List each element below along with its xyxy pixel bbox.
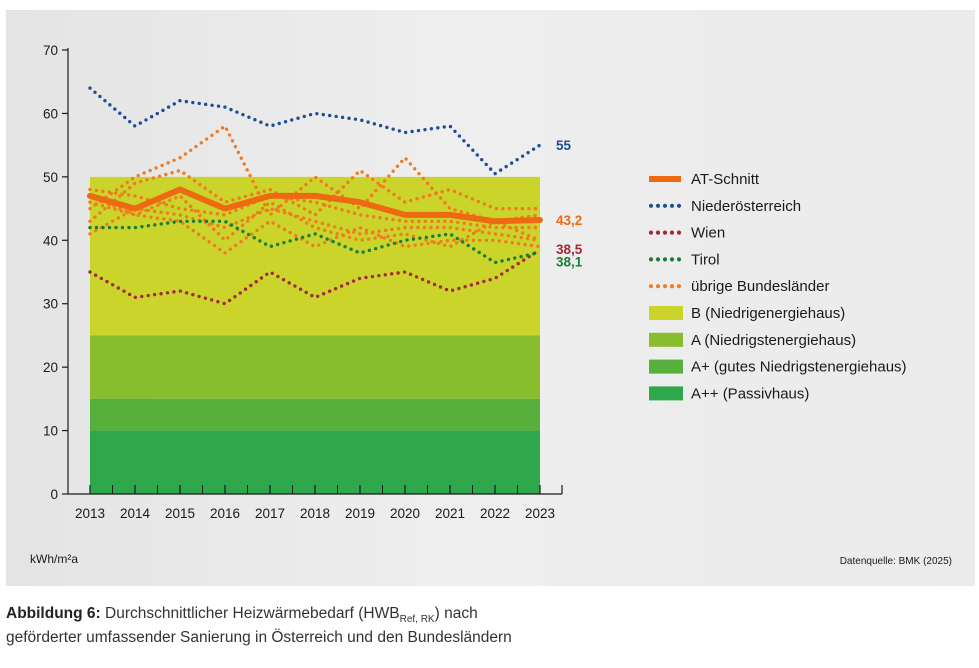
legend-item-wien: Wien	[648, 225, 725, 242]
legend-item-niederösterreich: Niederösterreich	[648, 198, 801, 215]
caption-subscript: Ref, RK	[399, 614, 435, 626]
series-line-übrige-bundesländer	[88, 194, 542, 255]
legend-swatch-dot	[655, 203, 661, 208]
legend-label: Tirol	[691, 251, 720, 268]
y-tick-label: 70	[43, 43, 58, 58]
energy-class-bands	[90, 176, 540, 494]
legend-swatch-dot	[676, 284, 682, 289]
y-tick-label: 20	[43, 360, 58, 375]
band-a-niedrigstenergiehaus	[90, 335, 540, 399]
y-tick-label: 30	[43, 297, 58, 312]
x-tick-label: 2022	[480, 506, 510, 521]
legend-swatch-dot	[669, 203, 675, 208]
series-line-tirol	[88, 219, 542, 265]
legend-swatch-dot	[648, 284, 654, 289]
legend-swatch-dot	[648, 257, 654, 262]
x-tick-label: 2017	[255, 506, 285, 521]
x-tick-label: 2020	[390, 506, 420, 521]
caption-line-2: geförderter umfassender Sanierung in Öst…	[6, 629, 512, 647]
legend-swatch-dot	[648, 203, 654, 208]
legend-swatch-box	[649, 332, 683, 347]
y-tick-label: 50	[43, 170, 58, 185]
legend-label: übrige Bundesländer	[691, 278, 829, 295]
legend-swatch-dot	[676, 257, 682, 262]
chart-panel: 0 10 20 30 40 50 60 70 2013 2014 2015 2016 2017 2018 2…	[6, 10, 975, 586]
y-tick-label: 60	[43, 106, 58, 121]
legend-swatch-box	[649, 386, 683, 401]
data-source: Datenquelle: BMK (2025)	[840, 556, 952, 567]
legend-swatch-dot	[669, 284, 675, 289]
x-tick-label: 2023	[525, 506, 555, 521]
legend-label: A++ (Passivhaus)	[691, 385, 809, 402]
legend-swatch-box	[649, 306, 683, 320]
x-tick-label: 2019	[345, 506, 375, 521]
legend-swatch-dot	[669, 257, 675, 262]
legend-swatch-dot	[662, 257, 668, 262]
series-line-übrige-bundesländer	[88, 168, 542, 224]
end-label-at-schnitt: 43,2	[556, 213, 582, 228]
legend-swatch-dot	[648, 230, 654, 235]
band-a-gutes-niedrigstenergiehaus	[90, 398, 540, 431]
x-tick-label: 2021	[435, 506, 465, 521]
x-tick-label: 2016	[210, 506, 240, 521]
series-line-übrige-bundesländer	[88, 194, 542, 249]
legend-label: A+ (gutes Niedrigstenergiehaus)	[691, 359, 907, 376]
y-tick-label: 40	[43, 233, 58, 248]
x-tick-label: 2014	[120, 506, 151, 521]
series-line-niederösterreich	[88, 86, 542, 176]
data-series	[87, 86, 543, 306]
legend-item-a-niedrigstenergiehaus: A (Niedrigstenergiehaus)	[649, 332, 856, 349]
legend-item-übrige-bundesländer: übrige Bundesländer	[648, 278, 829, 295]
caption-text-1: Durchschnittlicher Heizwärmebedarf (HWB	[100, 605, 400, 622]
legend: AT-Schnitt Niederösterreich Wien Tirol übrig…	[648, 171, 907, 402]
legend-item-at-schnitt: AT-Schnitt	[649, 171, 760, 188]
series-line-at-schnitt	[87, 186, 543, 225]
legend-swatch-dot	[655, 284, 661, 289]
y-tick-label: 0	[50, 487, 58, 502]
series-line-übrige-bundesländer	[88, 206, 542, 243]
end-label-niederösterreich: 55	[556, 138, 572, 153]
series-line-übrige-bundesländer	[88, 124, 542, 243]
chart: 0 10 20 30 40 50 60 70 2013 2014 2015 2016 2017 2018 2…	[30, 43, 952, 567]
legend-label: A (Niedrigstenergiehaus)	[691, 332, 856, 349]
end-label-tirol: 38,1	[556, 254, 583, 269]
legend-item-a-gutes-niedrigstenergiehaus: A+ (gutes Niedrigstenergiehaus)	[649, 359, 907, 376]
x-tick-label: 2013	[75, 506, 105, 521]
band-a-passivhaus	[90, 430, 540, 494]
caption-label: Abbildung 6:	[6, 605, 101, 622]
legend-label: AT-Schnitt	[691, 171, 760, 188]
y-tick-label: 10	[43, 424, 58, 439]
x-tick-label: 2018	[300, 506, 330, 521]
legend-swatch-dot	[676, 230, 682, 235]
legend-label: B (Niedrigenergiehaus)	[691, 305, 845, 322]
y-unit-label: kWh/m²a	[30, 552, 78, 566]
axes: 0 10 20 30 40 50 60 70 2013 2014 2015 2016 2017 2018 2…	[43, 43, 563, 521]
legend-label: Niederösterreich	[691, 198, 801, 215]
legend-item-b-niedrigenergiehaus: B (Niedrigenergiehaus)	[649, 305, 845, 322]
legend-label: Wien	[691, 225, 725, 242]
end-label-wien: 38,5	[556, 242, 583, 257]
legend-item-a-passivhaus: A++ (Passivhaus)	[649, 385, 809, 402]
x-tick-label: 2015	[165, 506, 195, 521]
legend-swatch-dot	[655, 257, 661, 262]
legend-swatch-dot	[662, 230, 668, 235]
series-line-übrige-bundesländer	[88, 187, 542, 230]
legend-swatch-dot	[669, 230, 675, 235]
figure-caption: Abbildung 6: Durchschnittlicher Heizwärm…	[6, 605, 966, 647]
caption-text-2: ) nach	[434, 605, 478, 622]
series-line-wien	[88, 248, 542, 306]
legend-swatch-dot	[655, 230, 661, 235]
legend-swatch-box	[649, 359, 683, 374]
legend-item-tirol: Tirol	[648, 251, 720, 268]
legend-swatch-dot	[662, 284, 668, 289]
legend-swatch-dot	[662, 203, 668, 208]
legend-swatch-dot	[676, 203, 682, 208]
end-value-labels: 55 38,538,1 43,2	[556, 138, 583, 269]
